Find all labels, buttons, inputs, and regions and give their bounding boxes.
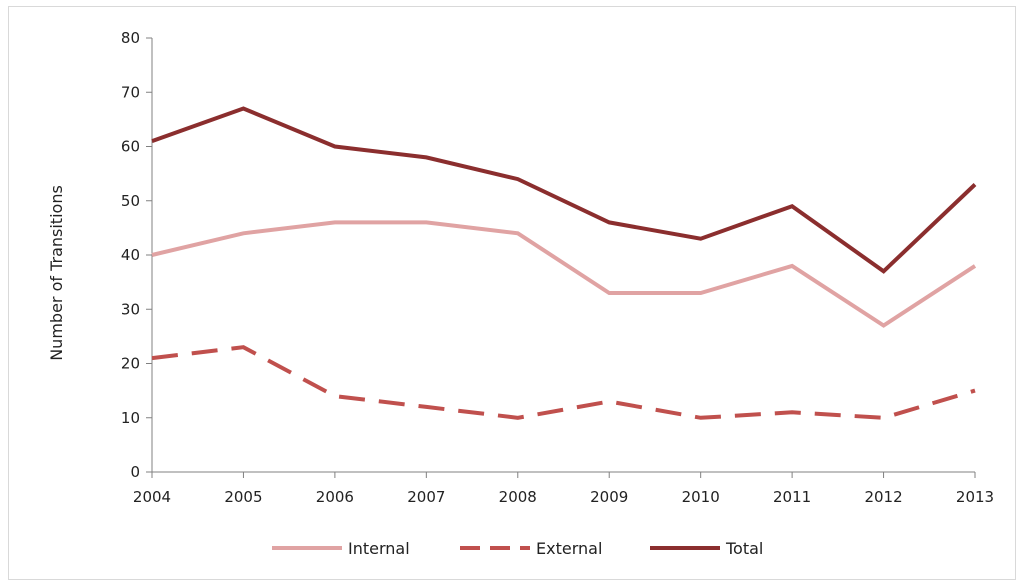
x-tick-label: 2006	[316, 488, 354, 506]
y-tick-label: 20	[121, 355, 140, 373]
x-axis-ticks: 2004 2005 2006 2007 2008 2009 2010 2011 2012 2013	[133, 472, 994, 506]
x-tick-label: 2009	[590, 488, 628, 506]
y-tick-label: 10	[121, 409, 140, 427]
series-line-internal	[151, 220, 977, 328]
x-tick-label: 2005	[224, 488, 262, 506]
y-axis-title: Number of Transitions	[47, 185, 66, 361]
y-tick-label: 60	[121, 138, 140, 156]
series-line-total	[151, 106, 977, 274]
x-tick-label: 2010	[682, 488, 720, 506]
series-lines	[151, 106, 977, 420]
legend-label-external: External	[536, 539, 602, 558]
y-tick-label: 70	[121, 83, 140, 101]
legend: Internal External Total	[272, 539, 763, 558]
y-tick-label: 80	[121, 29, 140, 47]
y-tick-label: 50	[121, 192, 140, 210]
chart-frame	[8, 6, 1016, 580]
y-axis-ticks: 0 10 20 30 40 50 60 70 80	[121, 29, 152, 481]
axes	[151, 38, 975, 473]
x-tick-label: 2007	[407, 488, 445, 506]
y-tick-label: 30	[121, 300, 140, 318]
series-line-external	[151, 345, 976, 420]
legend-label-total: Total	[725, 539, 763, 558]
x-tick-label: 2012	[864, 488, 902, 506]
x-tick-label: 2013	[956, 488, 994, 506]
legend-label-internal: Internal	[348, 539, 410, 558]
y-tick-label: 40	[121, 246, 140, 264]
x-tick-label: 2008	[499, 488, 537, 506]
y-tick-label: 0	[130, 463, 140, 481]
x-tick-label: 2004	[133, 488, 171, 506]
x-tick-label: 2011	[773, 488, 811, 506]
